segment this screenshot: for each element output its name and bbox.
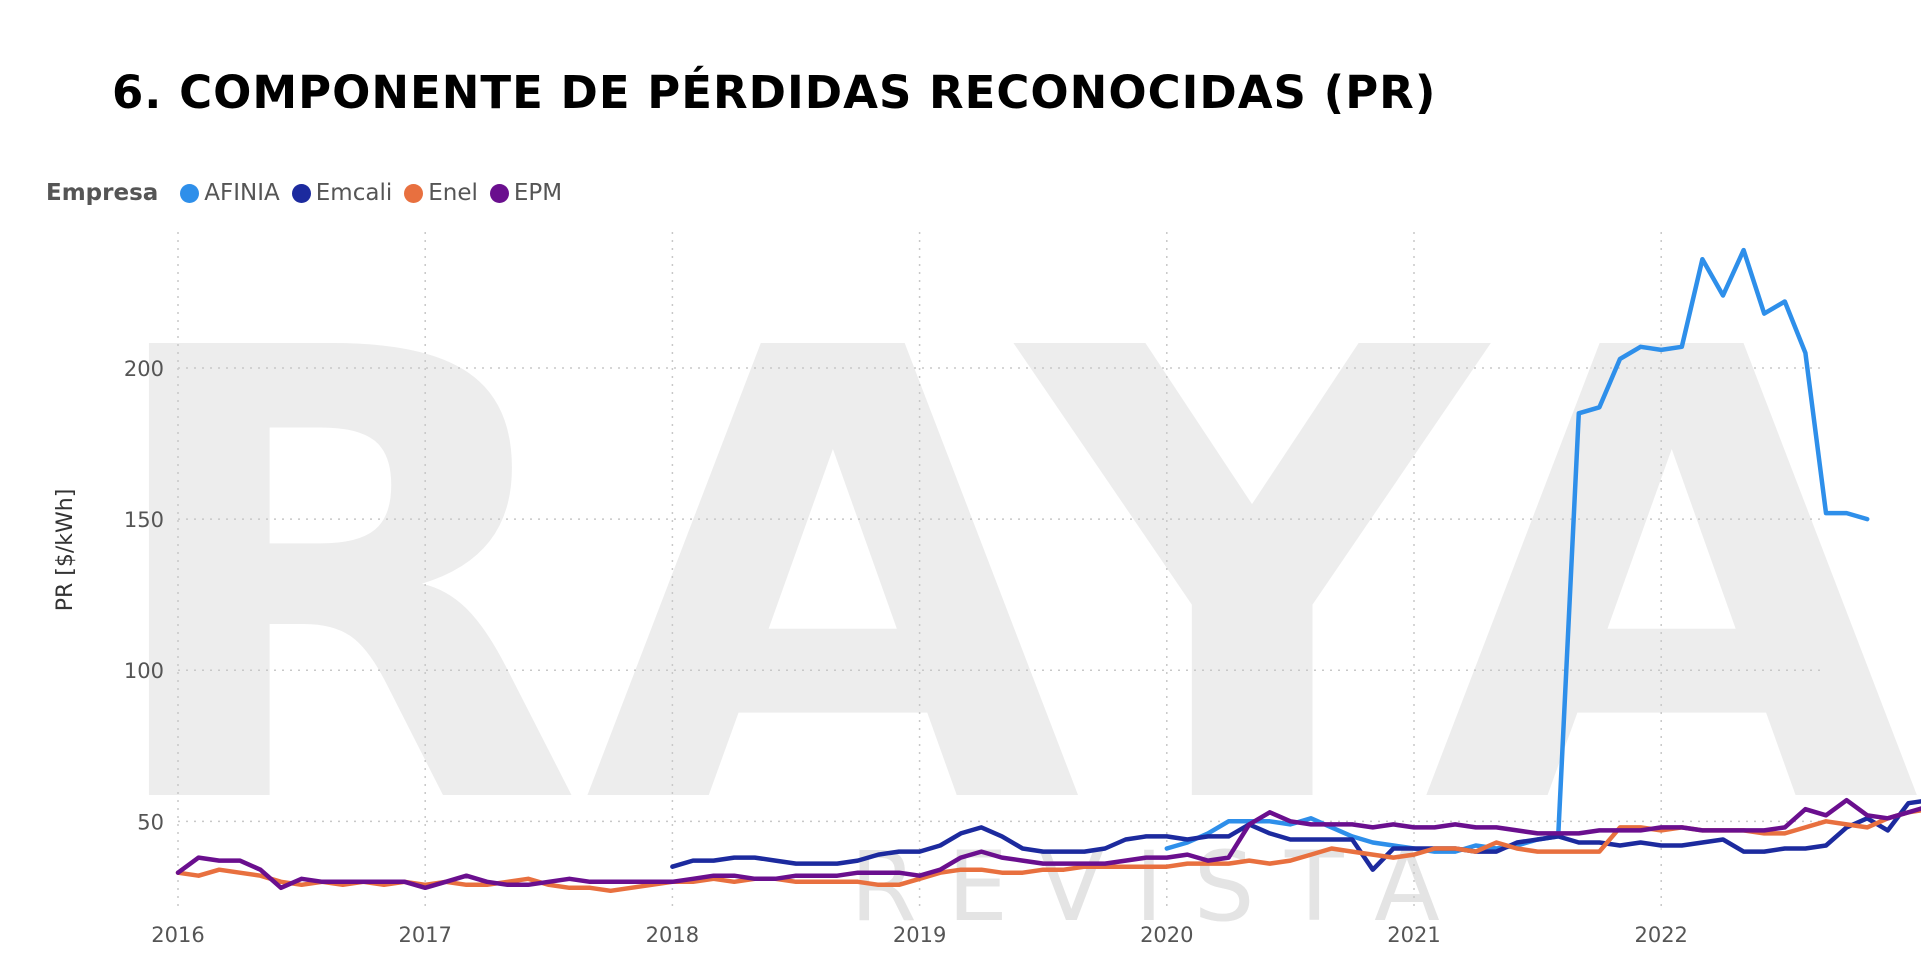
y-tick-label: 150 bbox=[124, 508, 164, 532]
y-axis-ticks: 50 100 150 200 bbox=[124, 357, 164, 834]
legend-label-emcali: Emcali bbox=[315, 180, 393, 206]
page-title: 6. COMPONENTE DE PÉRDIDAS RECONOCIDAS (P… bbox=[112, 66, 1437, 119]
x-tick-label: 2017 bbox=[398, 923, 451, 947]
x-tick-label: 2021 bbox=[1387, 923, 1440, 947]
legend-item-emcali[interactable]: Emcali bbox=[291, 180, 393, 206]
series-line-afinia bbox=[1164, 247, 1870, 854]
legend-item-epm[interactable]: EPM bbox=[489, 180, 563, 206]
y-tick-label: 200 bbox=[124, 357, 164, 381]
legend-label-epm: EPM bbox=[513, 180, 563, 206]
legend-dot-emcali bbox=[291, 183, 311, 203]
watermark: RAYA R E V I S T A bbox=[90, 221, 1921, 943]
legend-dot-afinia bbox=[180, 183, 200, 203]
legend: Empresa AFINIA Emcali Enel EPM bbox=[46, 180, 574, 206]
series-line-epm bbox=[175, 797, 1921, 891]
x-axis-ticks: 2016 2017 2018 2019 2020 2021 2022 bbox=[151, 923, 1688, 947]
x-tick-label: 2019 bbox=[893, 923, 946, 947]
legend-dot-enel bbox=[404, 183, 424, 203]
legend-title: Empresa bbox=[46, 180, 159, 206]
grid bbox=[177, 232, 1826, 912]
legend-item-enel[interactable]: Enel bbox=[404, 180, 478, 206]
y-tick-label: 100 bbox=[124, 659, 164, 683]
legend-label-afinia: AFINIA bbox=[204, 180, 280, 206]
legend-dot-epm bbox=[489, 183, 509, 203]
series-line-emcali bbox=[670, 799, 1921, 872]
legend-label-enel: Enel bbox=[428, 180, 478, 206]
x-tick-label: 2022 bbox=[1634, 923, 1687, 947]
x-tick-label: 2018 bbox=[646, 923, 699, 947]
x-tick-label: 2020 bbox=[1140, 923, 1193, 947]
series-lines bbox=[175, 247, 1921, 894]
legend-item-afinia[interactable]: AFINIA bbox=[180, 180, 280, 206]
x-tick-label: 2016 bbox=[151, 923, 204, 947]
y-axis-label: PR [$/kWh] bbox=[53, 489, 78, 612]
y-tick-label: 50 bbox=[137, 810, 164, 834]
